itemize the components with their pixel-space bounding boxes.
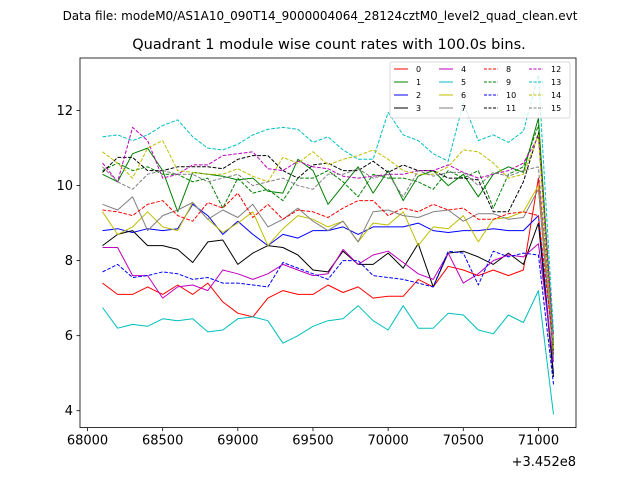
x-tick-label: 71000 <box>518 434 559 449</box>
legend-box <box>389 61 571 119</box>
legend-label-0: 0 <box>416 65 421 74</box>
legend-label-14: 14 <box>551 91 561 100</box>
series-4-line <box>102 243 554 362</box>
y-tick-label: 10 <box>56 179 73 194</box>
series-3-line <box>102 222 554 377</box>
y-tick-label: 4 <box>65 404 73 419</box>
series-10-line <box>102 250 554 385</box>
legend-label-15: 15 <box>551 104 561 113</box>
series-0-line <box>102 177 554 355</box>
series-12-line <box>102 126 554 336</box>
legend-label-9: 9 <box>506 78 511 87</box>
x-tick-label: 68500 <box>142 434 183 449</box>
chart-suptitle: Data file: modeM0/AS1A10_090T14_90000040… <box>63 9 578 23</box>
series-13-line <box>102 74 554 332</box>
y-tick-label: 6 <box>65 329 73 344</box>
x-offset-label: +3.452e8 <box>512 455 576 470</box>
legend-label-10: 10 <box>506 91 516 100</box>
legend-label-6: 6 <box>461 91 466 100</box>
legend-label-4: 4 <box>461 65 466 74</box>
series-14-line <box>102 134 554 351</box>
legend-label-2: 2 <box>416 91 421 100</box>
legend-label-3: 3 <box>416 104 421 113</box>
plot-lines <box>102 74 554 415</box>
y-tick-label: 8 <box>65 254 73 269</box>
plot-frame <box>79 57 577 429</box>
series-7-line <box>102 188 554 359</box>
x-tick-label: 68000 <box>67 434 108 449</box>
y-tick-label: 12 <box>56 104 73 119</box>
series-1-line <box>102 117 554 344</box>
chart-title: Quadrant 1 module wise count rates with … <box>132 37 526 53</box>
x-axis: 68000 68500 69000 69500 70000 70500 71000 <box>67 427 559 449</box>
x-tick-label: 69000 <box>217 434 258 449</box>
series-5-line <box>102 290 554 415</box>
x-tick-label: 70500 <box>443 434 484 449</box>
series-11-line <box>102 132 554 351</box>
x-tick-label: 69500 <box>292 434 333 449</box>
legend-label-7: 7 <box>461 104 466 113</box>
y-axis: 4 6 8 10 12 <box>56 104 80 419</box>
series-8-line <box>102 192 554 347</box>
legend-label-5: 5 <box>461 78 466 87</box>
series-6-line <box>102 185 554 351</box>
x-tick-label: 70000 <box>367 434 408 449</box>
legend-label-8: 8 <box>506 65 511 74</box>
series-15-line <box>102 166 554 344</box>
legend-label-11: 11 <box>506 104 516 113</box>
legend-label-1: 1 <box>416 78 421 87</box>
legend-label-12: 12 <box>551 65 561 74</box>
legend-label-13: 13 <box>551 78 561 87</box>
